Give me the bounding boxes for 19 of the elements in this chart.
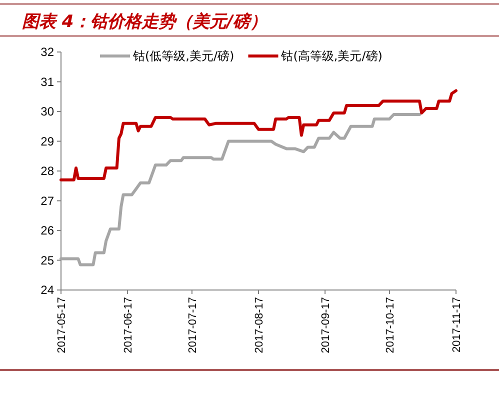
y-tick-label: 31 xyxy=(40,74,54,89)
y-tick-label: 30 xyxy=(40,104,54,118)
y-tick-label: 26 xyxy=(40,224,54,238)
y-tick-label: 27 xyxy=(40,194,54,208)
y-tick-label: 28 xyxy=(40,164,54,178)
x-tick-label: 2017-06-17 xyxy=(122,297,135,354)
y-tick-label: 29 xyxy=(40,134,54,148)
y-tick-label: 25 xyxy=(40,253,54,268)
legend-label: 钴(低等级,美元/磅) xyxy=(132,49,234,63)
x-tick-label: 2017-08-17 xyxy=(254,297,266,354)
x-tick-label: 2017-05-17 xyxy=(56,297,68,354)
x-tick-label: 2017-11-17 xyxy=(451,297,463,352)
x-tick-label: 2017-09-17 xyxy=(320,297,332,354)
y-tick-label: 24 xyxy=(40,283,54,297)
title: 图表 4：钴价格走势（美元/磅） xyxy=(22,12,267,32)
x-tick-label: 2017-10-17 xyxy=(384,297,396,354)
x-tick-label: 2017-07-17 xyxy=(186,297,199,354)
legend-label: 钴(高等级,美元/磅) xyxy=(280,49,382,63)
y-tick-label: 32 xyxy=(40,45,54,59)
